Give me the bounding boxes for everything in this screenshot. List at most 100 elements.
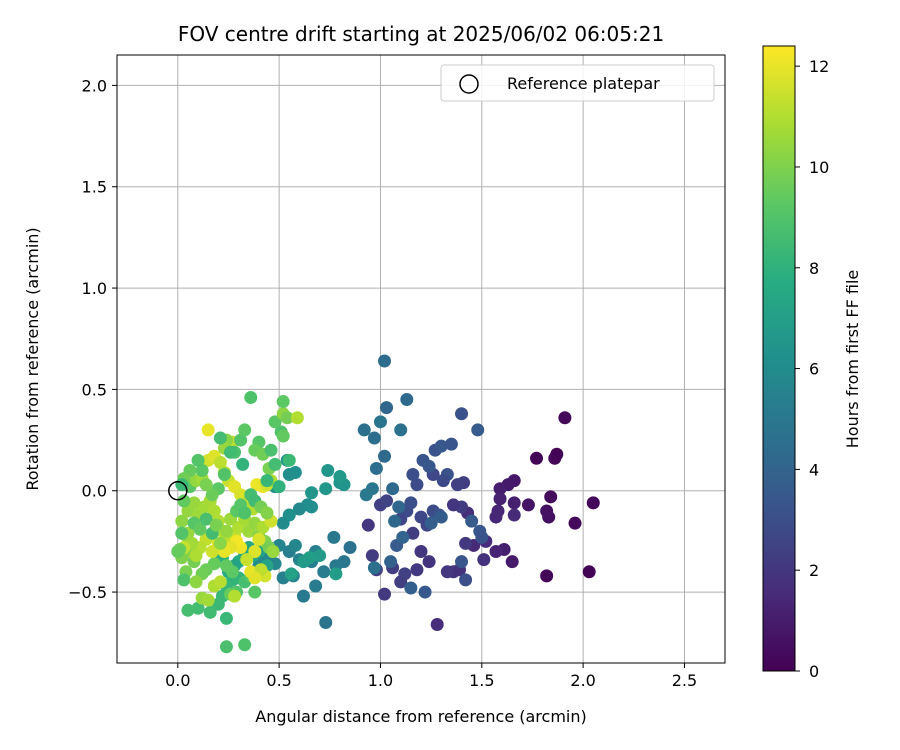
data-point	[236, 457, 250, 471]
data-point	[359, 488, 373, 502]
data-point	[404, 581, 418, 595]
data-point	[191, 601, 205, 615]
data-point	[223, 445, 237, 459]
data-point	[465, 514, 479, 528]
data-point	[193, 522, 207, 536]
plot-frame	[116, 54, 726, 664]
data-point	[205, 545, 219, 559]
data-point	[282, 453, 296, 467]
data-point	[582, 565, 596, 579]
data-point	[424, 516, 438, 530]
data-point	[217, 468, 231, 482]
data-point	[321, 463, 335, 477]
data-point	[418, 585, 432, 599]
data-point	[489, 545, 503, 559]
data-points	[171, 354, 600, 654]
data-point	[384, 555, 398, 569]
data-point	[199, 478, 213, 492]
data-point	[280, 411, 294, 425]
data-point	[540, 504, 554, 518]
x-tick-label: 0.0	[165, 671, 190, 690]
data-point	[240, 553, 254, 567]
grid-lines	[117, 55, 725, 663]
data-point	[444, 437, 458, 451]
colorbar-tick-label: 8	[809, 259, 819, 278]
colorbar-tick-label: 10	[809, 158, 829, 177]
data-point	[471, 423, 485, 437]
colorbar-tick-label: 0	[809, 662, 819, 681]
data-point	[238, 638, 252, 652]
data-point	[329, 567, 343, 581]
data-point	[244, 391, 258, 405]
data-point	[175, 526, 189, 540]
data-point	[219, 524, 233, 538]
data-point	[446, 498, 460, 512]
data-point	[213, 575, 227, 589]
data-point	[400, 393, 414, 407]
data-point	[268, 415, 282, 429]
data-point	[507, 508, 521, 522]
data-point	[195, 463, 209, 477]
data-point	[238, 423, 252, 437]
x-axis-label: Angular distance from reference (arcmin)	[255, 707, 586, 726]
data-point	[203, 605, 217, 619]
legend-label: Reference platepar	[507, 74, 660, 93]
data-point	[333, 470, 347, 484]
data-point	[209, 518, 223, 532]
data-point	[450, 478, 464, 492]
data-point	[357, 423, 371, 437]
colorbar-label: Hours from first FF file	[843, 270, 862, 449]
y-axis-ticks: −0.5 0.0 0.5 1.0 1.5 2.0	[68, 76, 117, 602]
data-point	[276, 395, 290, 409]
data-point	[540, 569, 554, 583]
data-point	[219, 640, 233, 654]
x-tick-label: 0.5	[266, 671, 291, 690]
data-point	[187, 496, 201, 510]
data-point	[309, 579, 323, 593]
y-tick-label: 0.5	[82, 380, 107, 399]
data-point	[396, 530, 410, 544]
data-point	[268, 457, 282, 471]
data-point	[392, 500, 406, 514]
data-point	[406, 468, 420, 482]
data-point	[290, 411, 304, 425]
data-point	[568, 516, 582, 530]
y-tick-label: 1.5	[82, 178, 107, 197]
data-point	[434, 510, 448, 524]
y-tick-label: −0.5	[68, 583, 107, 602]
data-point	[404, 496, 418, 510]
data-point	[367, 561, 381, 575]
data-point	[459, 536, 473, 550]
data-point	[266, 545, 280, 559]
data-point	[317, 565, 331, 579]
y-tick-label: 0.0	[82, 482, 107, 501]
data-point	[327, 530, 341, 544]
data-point	[410, 478, 424, 492]
data-point	[272, 480, 286, 494]
data-point	[177, 494, 191, 508]
data-point	[234, 433, 248, 447]
data-point	[276, 429, 290, 443]
y-axis-label: Rotation from reference (arcmin)	[23, 227, 42, 490]
data-point	[305, 486, 319, 500]
data-point	[455, 407, 469, 421]
legend: Reference platepar	[440, 64, 715, 102]
data-point	[493, 492, 507, 506]
colorbar-ticks: 0 2 4 6 8 10 12	[795, 57, 829, 681]
data-point	[422, 555, 436, 569]
data-point	[410, 563, 424, 577]
data-point	[189, 549, 203, 563]
data-point	[386, 482, 400, 496]
colorbar-tick-label: 4	[809, 460, 819, 479]
data-point	[248, 585, 262, 599]
data-point	[459, 573, 473, 587]
data-point	[436, 474, 450, 488]
data-point	[422, 459, 436, 473]
data-point	[228, 589, 242, 603]
data-point	[260, 474, 274, 488]
data-point	[505, 555, 519, 569]
data-point	[373, 415, 387, 429]
data-point	[175, 514, 189, 528]
legend-marker	[459, 74, 479, 94]
data-point	[394, 423, 408, 437]
